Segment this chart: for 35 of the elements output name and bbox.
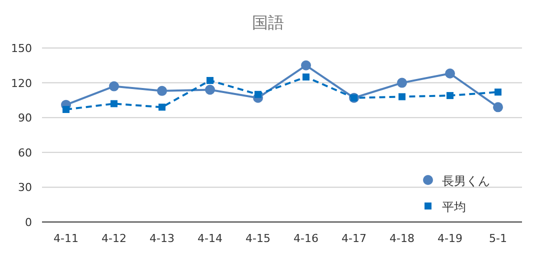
point bbox=[494, 88, 502, 96]
y-tick-label: 150 bbox=[11, 42, 32, 55]
y-tick-label: 60 bbox=[18, 146, 32, 160]
x-tick-label: 4-11 bbox=[54, 232, 78, 245]
point bbox=[205, 84, 215, 95]
x-tick-label: 4-18 bbox=[390, 232, 414, 245]
point bbox=[302, 74, 310, 80]
point bbox=[158, 104, 166, 111]
point bbox=[254, 90, 262, 98]
y-tick-label: 90 bbox=[18, 112, 32, 125]
x-tick-label: 4-19 bbox=[438, 232, 462, 245]
x-tick-label: 4-16 bbox=[294, 232, 318, 245]
point bbox=[446, 92, 454, 100]
x-tick-label: 4-17 bbox=[342, 232, 366, 245]
y-tick-label: 30 bbox=[18, 181, 32, 194]
x-tick-label: 4-14 bbox=[198, 232, 222, 245]
point bbox=[109, 81, 119, 92]
x-tick-label: 4-12 bbox=[102, 232, 126, 245]
legend-label: 平均 bbox=[442, 200, 466, 214]
x-tick-label: 4-15 bbox=[246, 232, 270, 245]
x-tick-label: 4-13 bbox=[150, 232, 174, 245]
point bbox=[398, 93, 406, 100]
legend-label: 長男くん bbox=[442, 174, 490, 188]
point bbox=[157, 86, 167, 96]
y-tick-label: 120 bbox=[11, 76, 32, 90]
point bbox=[206, 76, 214, 84]
point bbox=[445, 68, 455, 79]
title: 国語 bbox=[252, 13, 284, 32]
point bbox=[493, 102, 503, 112]
point bbox=[62, 106, 70, 113]
point bbox=[110, 100, 118, 108]
y-tick-label: 0 bbox=[25, 216, 32, 229]
x-tick-label: 5-1 bbox=[489, 232, 507, 245]
point bbox=[301, 60, 311, 70]
point bbox=[397, 78, 407, 88]
